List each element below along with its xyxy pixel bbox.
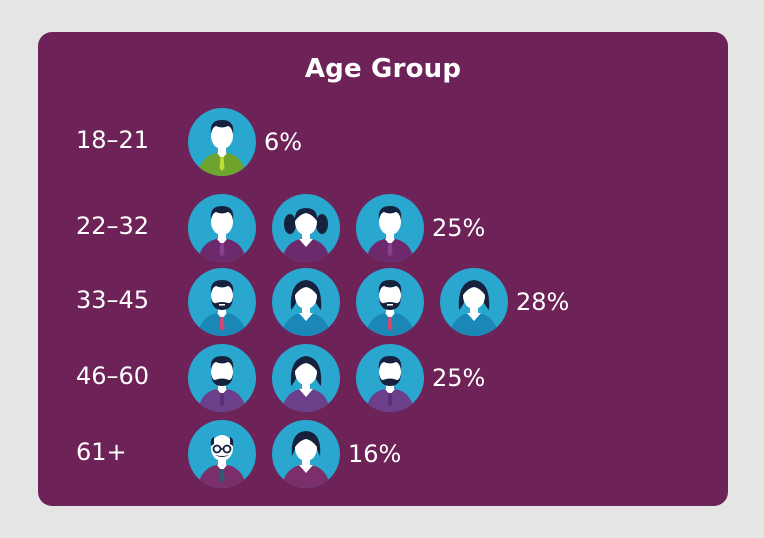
row-3: 33–45 28%: [38, 264, 728, 336]
man-elderly-glasses-icon: [188, 420, 256, 488]
pictogram-bar: 25%: [188, 344, 485, 412]
man-young-icon: [188, 108, 256, 176]
row-1: 18–21 6%: [38, 104, 728, 176]
woman-icon: [272, 268, 340, 336]
age-group-card: Age Group 18–21 6% 22–32 25% 33–45 28% 46–60 25…: [38, 32, 728, 506]
woman-icon: [272, 344, 340, 412]
row-4: 46–60 25%: [38, 340, 728, 412]
woman-pigtails-icon: [272, 194, 340, 262]
data-label: 16%: [348, 440, 402, 468]
data-label: 28%: [516, 288, 570, 316]
tick-label: 61+: [76, 438, 127, 466]
man-icon: [356, 194, 424, 262]
pictogram-bar: 6%: [188, 108, 302, 176]
pictogram-bar: 28%: [188, 268, 569, 336]
row-2: 22–32 25%: [38, 190, 728, 262]
woman-icon: [440, 268, 508, 336]
data-label: 6%: [264, 128, 303, 156]
tick-label: 33–45: [76, 286, 150, 314]
tick-label: 46–60: [76, 362, 150, 390]
man-bearded-icon: [188, 268, 256, 336]
tick-label: 22–32: [76, 212, 150, 240]
man-bearded-icon: [356, 268, 424, 336]
man-mustache-icon: [188, 344, 256, 412]
chart-title: Age Group: [304, 54, 462, 84]
row-5: 61+ 16%: [38, 416, 728, 488]
tick-label: 18–21: [76, 126, 150, 154]
man-mustache-icon: [356, 344, 424, 412]
man-icon: [188, 194, 256, 262]
woman-short-hair-icon: [272, 420, 340, 488]
data-label: 25%: [432, 364, 486, 392]
data-label: 25%: [432, 214, 486, 242]
pictogram-bar: 16%: [188, 420, 401, 488]
pictogram-bar: 25%: [188, 194, 485, 262]
